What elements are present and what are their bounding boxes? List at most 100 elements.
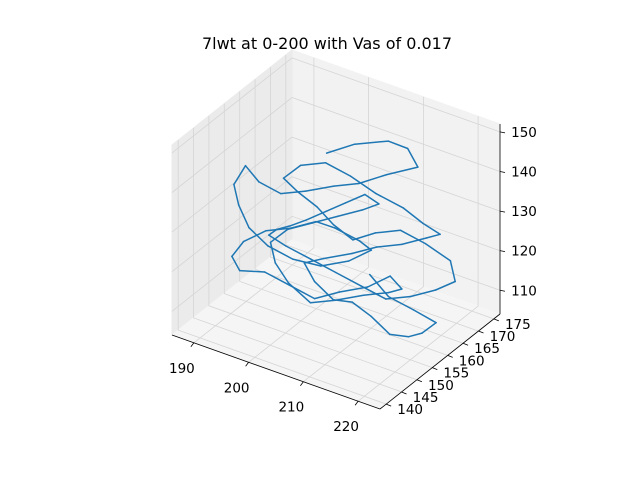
z-tick-mark [499,289,506,292]
y-tick-label: 160 [459,353,485,369]
series-segment [280,190,307,195]
x-tick-mark [245,362,249,367]
y-tick-mark [416,379,423,383]
axis-lines [171,124,501,410]
series-segment [332,223,354,241]
y-tick-mark [478,330,484,334]
grid-line-y [254,79,464,344]
series-segment [311,215,339,224]
series-segment [402,207,424,225]
y-tick-mark [432,367,438,370]
series-segment [325,202,347,213]
series-segment [361,203,380,211]
y-tick-mark [447,355,453,358]
y-tick-label: 140 [397,402,423,418]
series-segment [233,164,247,186]
series-segment [374,229,402,234]
series-segment [313,280,335,301]
series-segment [303,262,316,283]
series-segment [389,275,403,290]
grid-line-z [171,57,501,154]
grid-line-y [223,103,433,368]
series-segment [268,234,287,247]
series-segment [449,260,456,283]
grid-line-z [171,136,501,233]
series-segment [336,209,364,218]
y-tick-mark [401,391,407,395]
y-tick-mark [493,318,499,322]
series-segment [385,295,412,300]
series-segment [237,204,250,229]
series-segment [338,286,369,293]
x-tick-label: 200 [224,380,250,396]
series-segment [422,222,441,236]
series-segment [315,220,336,229]
series-segment [332,299,353,303]
y-tick-label: 145 [413,390,439,406]
series-segment [389,333,410,338]
series-segment [303,257,325,264]
z-tick-mark [499,210,506,213]
series-segment [275,225,291,231]
y-tick-label: 165 [474,341,500,357]
series-segment [304,185,335,192]
series-segment [364,193,380,205]
series-segment [258,181,282,195]
series-segment [434,280,456,291]
series-segment [387,295,415,311]
z-tick-label: 140 [511,165,537,181]
series-segment [263,271,291,287]
series-segment [244,164,260,183]
series-segment [401,237,428,246]
series-segment [412,309,437,324]
series-segment [407,332,423,338]
z-tick-label: 130 [511,204,537,220]
grid-line-x [303,96,424,383]
series-segment [268,228,278,236]
grid-line-y [208,115,418,381]
series-segment [248,226,269,247]
tick-labels: 1902002102201401451501551601651701751101… [169,125,537,435]
series-segment [399,229,427,245]
y-tick-label: 150 [428,378,454,394]
series-segment [323,252,353,260]
series-segment [289,219,308,227]
series-segment [352,232,377,241]
series-segment [316,206,335,226]
grid-line-y [285,54,494,320]
grid-line-z [171,97,501,193]
series-segment [387,288,403,294]
y-tick-mark [386,403,392,407]
series-segment [351,301,372,318]
grid-line-y [177,140,387,405]
series-segment [242,229,267,243]
data-series [231,140,456,338]
series-segment [421,321,437,334]
grid-line-z [171,176,501,273]
grid-line-y [239,91,448,356]
grid-line-y [270,67,479,332]
grid-lines [171,54,501,405]
z-tick-mark [499,250,506,253]
z-tick-mark [499,171,506,173]
series-segment [424,242,452,262]
series-segment [325,143,356,154]
series-segment [233,183,240,206]
series-segment [368,273,390,298]
z-tick-mark [499,131,506,134]
series-segment [296,190,318,208]
series-segment [360,285,387,300]
series-segment [274,262,290,284]
series-segment [335,271,362,287]
x-tick-label: 210 [278,400,304,416]
y-tick-label: 155 [443,366,469,382]
series-segment [269,241,277,264]
x-tick-mark [300,381,304,386]
series-segment [320,260,350,267]
x-axis-line [171,334,381,410]
series-segment [313,291,341,300]
series-segment [299,162,327,167]
grid-line-z [171,215,501,312]
series-segment [334,294,365,301]
